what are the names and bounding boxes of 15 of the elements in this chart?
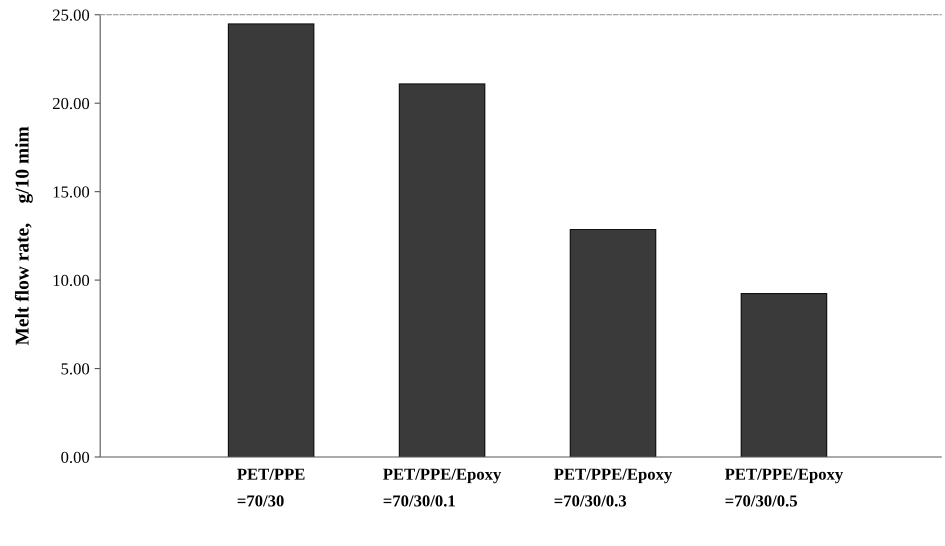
y-tick-label: 0.00 [61,452,90,464]
bar [398,83,486,457]
y-tick-label: 20.00 [52,98,90,110]
y-tick-label: 5.00 [62,363,90,375]
y-axis-title: Melt flow rate, g/10 mim [14,126,33,346]
y-tick-label: 25.00 [52,9,90,21]
y-tick-label: 10.00 [54,274,90,286]
bar [740,292,828,457]
x-tick-label: PET/PPE =70/30 [237,468,305,507]
x-tick-label: PET/PPE/Epoxy =70/30/0.1 [383,468,502,507]
x-tick-label: PET/PPE/Epoxy =70/30/0.5 [724,468,844,507]
x-tick-label: PET/PPE/Epoxy =70/30/0.3 [554,468,672,507]
bar [228,23,314,457]
y-tick-label: 15.00 [54,186,90,198]
bar [570,228,656,457]
